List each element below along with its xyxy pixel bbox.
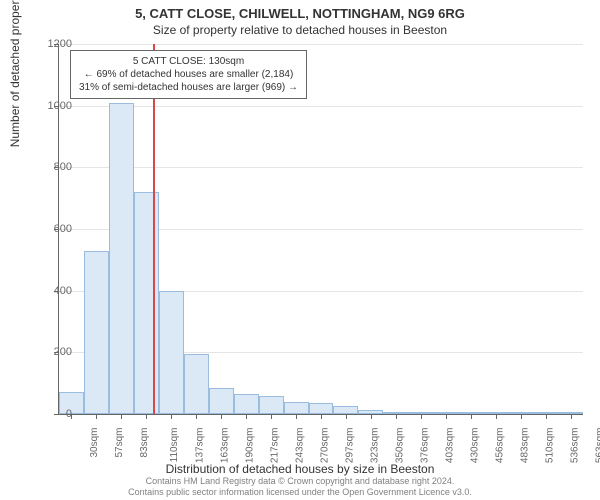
x-tick-label: 323sqm	[370, 428, 381, 464]
x-tick-label: 83sqm	[139, 428, 150, 458]
annotation-line: 5 CATT CLOSE: 130sqm	[79, 55, 298, 68]
histogram-bar	[209, 388, 234, 414]
x-tick-mark	[221, 414, 222, 419]
annotation-box: 5 CATT CLOSE: 130sqm← 69% of detached ho…	[70, 50, 307, 99]
x-tick-mark	[171, 414, 172, 419]
x-tick-label: 456sqm	[494, 428, 505, 464]
x-tick-label: 510sqm	[544, 428, 555, 464]
x-tick-label: 297sqm	[345, 428, 356, 464]
x-tick-label: 217sqm	[270, 428, 281, 464]
x-tick-label: 270sqm	[320, 428, 331, 464]
histogram-bar	[284, 402, 309, 414]
x-tick-mark	[521, 414, 522, 419]
footer-line1: Contains HM Land Registry data © Crown c…	[0, 476, 600, 487]
x-tick-label: 403sqm	[444, 428, 455, 464]
x-tick-label: 563sqm	[594, 428, 600, 464]
chart-title-main: 5, CATT CLOSE, CHILWELL, NOTTINGHAM, NG9…	[0, 0, 600, 21]
grid-line	[59, 167, 583, 168]
x-tick-mark	[546, 414, 547, 419]
x-tick-label: 30sqm	[89, 428, 100, 458]
y-tick-label: 0	[32, 408, 72, 420]
x-tick-mark	[246, 414, 247, 419]
x-tick-mark	[146, 414, 147, 419]
footer-attribution: Contains HM Land Registry data © Crown c…	[0, 476, 600, 498]
x-tick-label: 57sqm	[114, 428, 125, 458]
histogram-bar	[84, 251, 109, 414]
x-tick-mark	[571, 414, 572, 419]
x-tick-mark	[421, 414, 422, 419]
x-tick-mark	[346, 414, 347, 419]
y-tick-label: 1200	[32, 38, 72, 50]
y-axis-label: Number of detached properties	[8, 0, 22, 147]
x-tick-label: 350sqm	[394, 428, 405, 464]
x-tick-label: 190sqm	[245, 428, 256, 464]
x-tick-mark	[371, 414, 372, 419]
x-tick-mark	[121, 414, 122, 419]
histogram-bar	[309, 403, 334, 414]
x-tick-label: 376sqm	[419, 428, 430, 464]
x-tick-label: 536sqm	[569, 428, 580, 464]
y-tick-label: 400	[32, 285, 72, 297]
x-tick-mark	[496, 414, 497, 419]
x-tick-mark	[96, 414, 97, 419]
x-tick-mark	[196, 414, 197, 419]
footer-line2: Contains public sector information licen…	[0, 487, 600, 498]
grid-line	[59, 44, 583, 45]
x-tick-label: 110sqm	[169, 428, 180, 463]
y-tick-label: 800	[32, 161, 72, 173]
grid-line	[59, 106, 583, 107]
x-tick-label: 243sqm	[295, 428, 306, 464]
x-tick-mark	[396, 414, 397, 419]
x-tick-mark	[471, 414, 472, 419]
histogram-bar	[184, 354, 209, 414]
annotation-line: 31% of semi-detached houses are larger (…	[79, 81, 298, 94]
chart-title-sub: Size of property relative to detached ho…	[0, 21, 600, 37]
x-tick-label: 430sqm	[469, 428, 480, 464]
histogram-bar	[134, 192, 159, 414]
x-tick-label: 163sqm	[220, 428, 231, 464]
y-tick-label: 1000	[32, 100, 72, 112]
x-tick-label: 137sqm	[195, 428, 206, 464]
x-tick-label: 483sqm	[519, 428, 530, 464]
x-tick-mark	[446, 414, 447, 419]
y-tick-label: 600	[32, 223, 72, 235]
x-tick-mark	[321, 414, 322, 419]
plot-area	[58, 44, 583, 415]
x-tick-mark	[271, 414, 272, 419]
histogram-bar	[234, 394, 259, 414]
chart-container: 5, CATT CLOSE, CHILWELL, NOTTINGHAM, NG9…	[0, 0, 600, 500]
marker-line	[153, 44, 155, 414]
y-tick-label: 200	[32, 346, 72, 358]
histogram-bar	[333, 406, 358, 414]
histogram-bar	[259, 396, 284, 414]
histogram-bar	[109, 103, 134, 414]
histogram-bar	[159, 291, 184, 414]
x-axis-label: Distribution of detached houses by size …	[0, 462, 600, 476]
annotation-line: ← 69% of detached houses are smaller (2,…	[79, 68, 298, 81]
x-tick-mark	[296, 414, 297, 419]
